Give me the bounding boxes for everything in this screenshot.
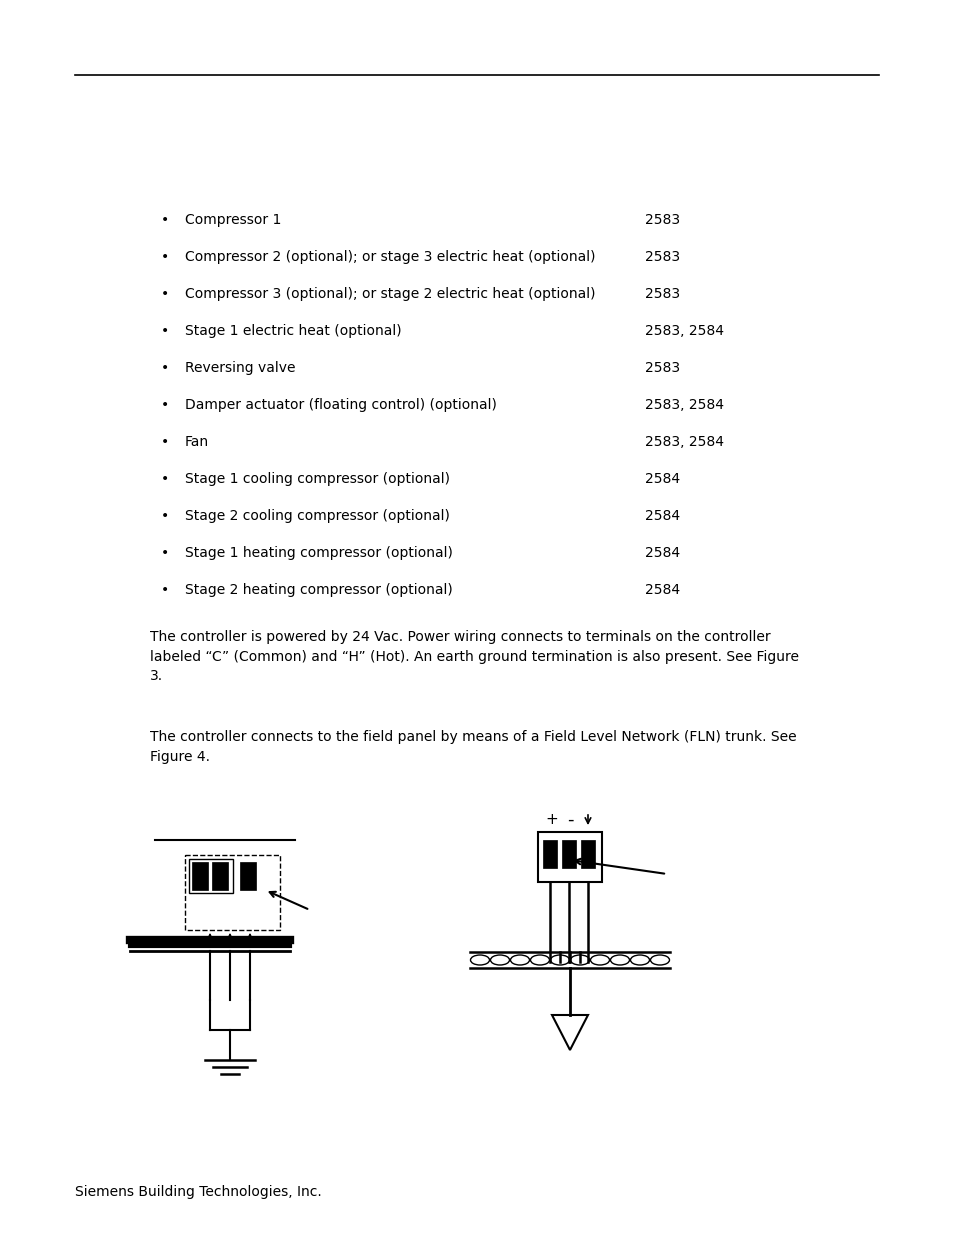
Bar	[185, 855, 280, 930]
Text: 2584: 2584	[644, 583, 679, 597]
Text: 2584: 2584	[644, 472, 679, 487]
Bar	[537, 832, 601, 882]
Text: Siemens Building Technologies, Inc.: Siemens Building Technologies, Inc.	[75, 1186, 321, 1199]
Text: •: •	[161, 324, 169, 338]
Text: The controller is powered by 24 Vac. Power wiring connects to terminals on the c: The controller is powered by 24 Vac. Pow…	[150, 630, 799, 683]
Bar	[212, 862, 228, 890]
Text: The controller connects to the field panel by means of a Field Level Network (FL: The controller connects to the field pan…	[150, 730, 796, 763]
Text: Stage 1 cooling compressor (optional): Stage 1 cooling compressor (optional)	[185, 472, 450, 487]
Bar	[561, 840, 576, 868]
Text: •: •	[161, 435, 169, 450]
Text: -: -	[566, 811, 573, 829]
Bar	[189, 860, 233, 893]
Text: •: •	[161, 212, 169, 227]
Text: •: •	[161, 509, 169, 522]
Bar	[542, 840, 557, 868]
Text: Damper actuator (floating control) (optional): Damper actuator (floating control) (opti…	[185, 398, 497, 412]
Text: Stage 1 electric heat (optional): Stage 1 electric heat (optional)	[185, 324, 401, 338]
Text: 2583: 2583	[644, 287, 679, 301]
Text: 2584: 2584	[644, 509, 679, 522]
Bar	[192, 862, 208, 890]
Text: •: •	[161, 546, 169, 559]
Text: •: •	[161, 287, 169, 301]
Text: Reversing valve: Reversing valve	[185, 361, 295, 375]
Text: 2584: 2584	[644, 546, 679, 559]
Text: 2583: 2583	[644, 249, 679, 264]
Text: Compressor 2 (optional); or stage 3 electric heat (optional): Compressor 2 (optional); or stage 3 elec…	[185, 249, 595, 264]
Text: •: •	[161, 583, 169, 597]
Text: 2583, 2584: 2583, 2584	[644, 324, 723, 338]
Text: •: •	[161, 472, 169, 487]
Text: •: •	[161, 398, 169, 412]
Text: Stage 2 cooling compressor (optional): Stage 2 cooling compressor (optional)	[185, 509, 450, 522]
Text: Stage 1 heating compressor (optional): Stage 1 heating compressor (optional)	[185, 546, 453, 559]
Text: •: •	[161, 249, 169, 264]
Text: •: •	[161, 361, 169, 375]
Bar	[240, 862, 255, 890]
Text: Compressor 1: Compressor 1	[185, 212, 281, 227]
Bar	[580, 840, 595, 868]
Text: 2583, 2584: 2583, 2584	[644, 398, 723, 412]
Text: Compressor 3 (optional); or stage 2 electric heat (optional): Compressor 3 (optional); or stage 2 elec…	[185, 287, 595, 301]
Text: 2583: 2583	[644, 361, 679, 375]
Polygon shape	[552, 1015, 587, 1050]
Text: Stage 2 heating compressor (optional): Stage 2 heating compressor (optional)	[185, 583, 453, 597]
Text: Fan: Fan	[185, 435, 209, 450]
Text: 2583: 2583	[644, 212, 679, 227]
Text: 2583, 2584: 2583, 2584	[644, 435, 723, 450]
Text: +: +	[545, 813, 558, 827]
